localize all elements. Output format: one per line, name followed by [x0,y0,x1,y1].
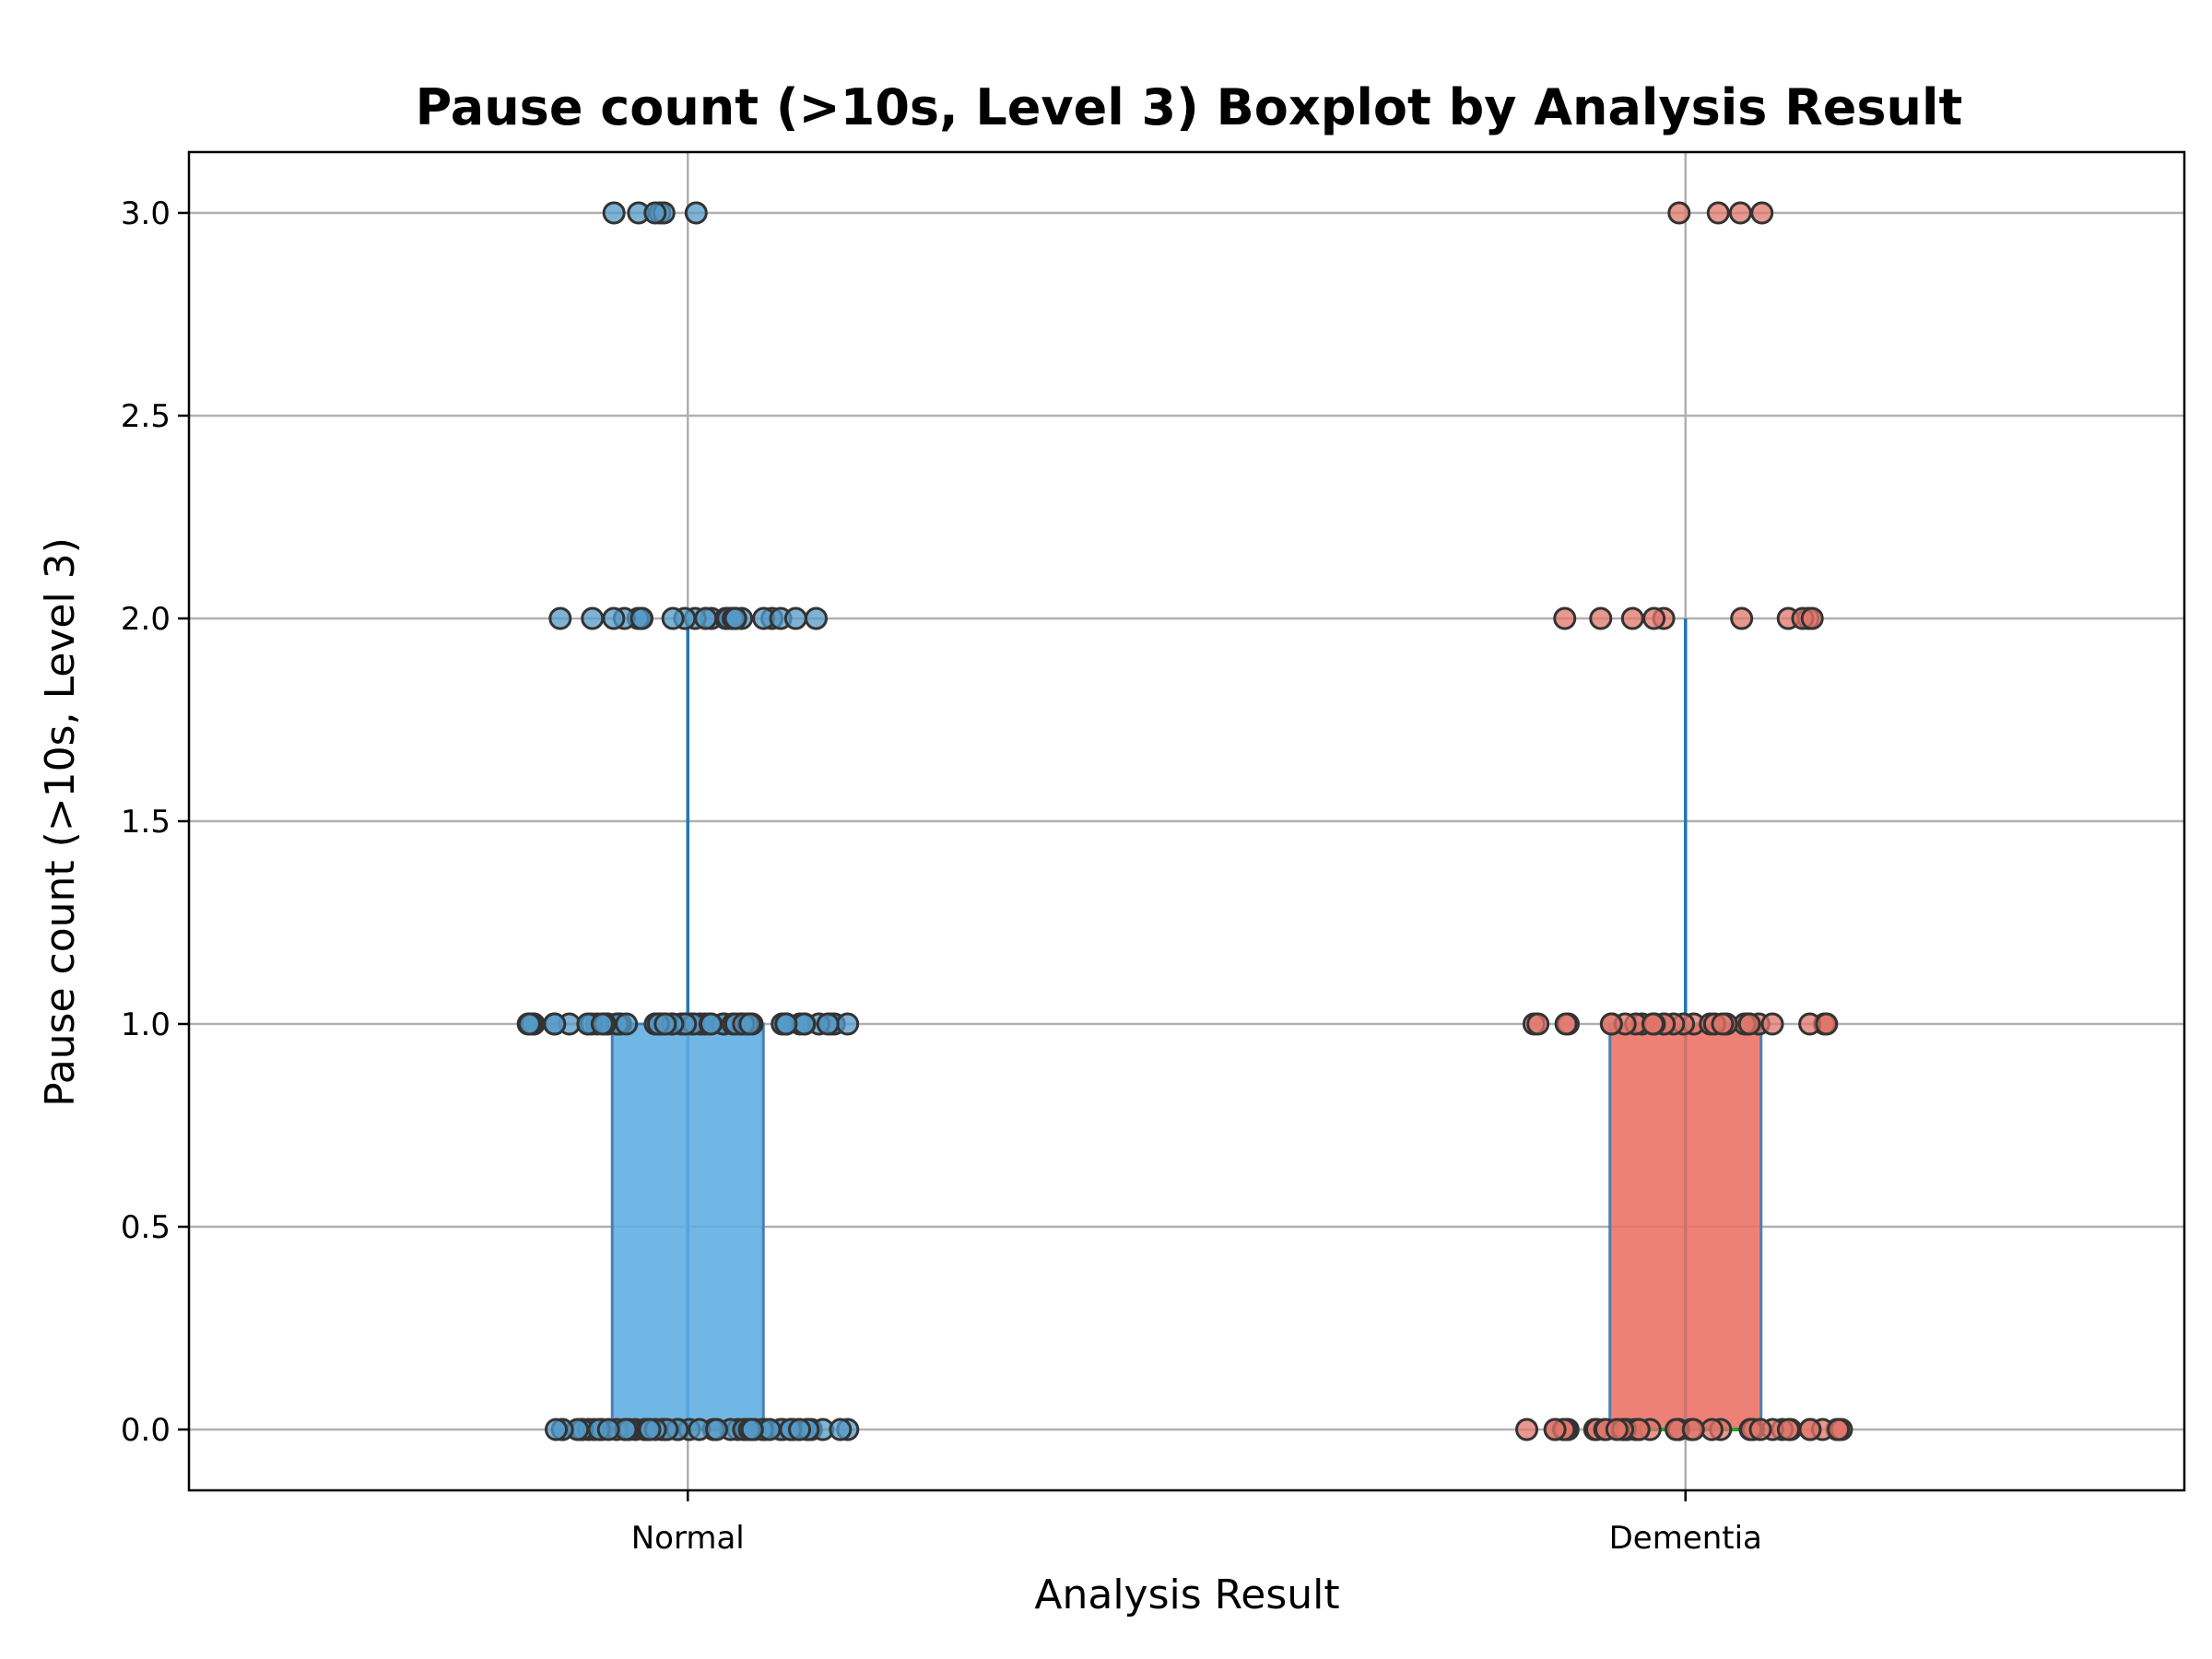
data-point-dementia [1554,1012,1578,1036]
data-point-dementia [1728,201,1752,225]
chart-title: Pause count (>10s, Level 3) Boxplot by A… [416,78,1963,136]
data-point-normal [816,1012,840,1036]
data-point-dementia [1543,1418,1567,1441]
data-point-normal [804,606,828,630]
data-point-dementia [1776,1418,1800,1441]
y-tick-label: 0.0 [121,1412,171,1449]
data-point-dementia [1605,1418,1629,1441]
data-point-dementia [1589,606,1613,630]
y-axis-label: Pause count (>10s, Level 3) [37,537,84,1107]
data-point-normal [615,1012,639,1036]
data-point-normal [829,1418,853,1441]
data-point-dementia [1706,201,1730,225]
data-point-normal [700,1012,724,1036]
data-point-normal [738,1012,762,1036]
box-normal [610,1022,765,1431]
data-point-normal [653,1012,677,1036]
data-point-normal [638,1418,662,1441]
data-point-dementia [1750,201,1774,225]
data-point-normal [774,1012,798,1036]
data-point-normal [548,606,572,630]
x-axis-ticks: Normal Dementia [631,1490,1762,1557]
data-point-normal [783,606,807,630]
data-point-dementia [1798,1418,1822,1441]
data-point-normal [590,1012,614,1036]
data-point-normal [602,606,626,630]
data-point-normal [544,1418,568,1441]
x-axis-label: Analysis Result [1034,1571,1339,1618]
data-point-normal [724,606,747,630]
data-point-normal [740,1418,764,1441]
data-point-dementia [1515,1418,1539,1441]
data-point-dementia [1620,606,1644,630]
y-axis-ticks: 0.0 0.5 1.0 1.5 2.0 2.5 3.0 [121,195,189,1449]
data-point-normal [596,1418,620,1441]
data-point-dementia [1760,1012,1784,1036]
data-point-dementia [1553,606,1577,630]
data-point-dementia [1711,1012,1735,1036]
data-point-normal [684,201,708,225]
data-point-dementia [1641,1012,1665,1036]
y-tick-label: 1.5 [121,804,171,841]
data-point-dementia [1667,201,1691,225]
data-point-dementia [1526,1012,1550,1036]
y-tick-label: 3.0 [121,195,171,232]
y-tick-label: 0.5 [121,1209,171,1246]
data-point-dementia [1642,606,1666,630]
data-point-normal [704,1418,728,1441]
x-tick-label: Dementia [1609,1520,1762,1557]
data-point-normal [517,1012,541,1036]
data-point-normal [694,606,718,630]
data-point-dementia [1681,1418,1705,1441]
data-point-dementia [1730,606,1754,630]
data-point-dementia [1815,1012,1839,1036]
data-point-dementia [1827,1418,1851,1441]
data-point-dementia [1737,1012,1761,1036]
data-points [516,201,1853,1441]
data-point-normal [629,606,653,630]
data-point-normal [836,1012,860,1036]
data-point-normal [788,1418,812,1441]
grid-lines [189,152,2184,1490]
data-point-normal [643,201,667,225]
box-dementia [1608,1022,1763,1431]
x-tick-label: Normal [631,1520,745,1557]
y-tick-label: 1.0 [121,1006,171,1043]
y-tick-label: 2.0 [121,601,171,638]
data-point-normal [581,606,605,630]
data-point-normal [661,606,685,630]
data-point-dementia [1800,606,1824,630]
data-point-dementia [1599,1012,1623,1036]
data-point-normal [543,1012,567,1036]
y-tick-label: 2.5 [121,398,171,435]
data-point-dementia [1748,1418,1772,1441]
data-point-normal [602,201,626,225]
